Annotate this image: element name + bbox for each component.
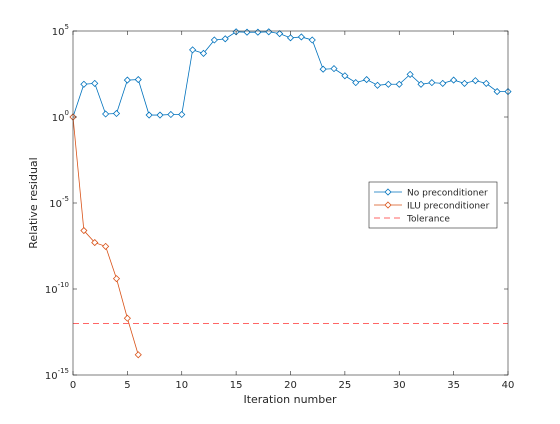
no-preconditioner-point [439, 79, 447, 87]
no-preconditioner-point [112, 109, 121, 118]
no-preconditioner-point [156, 111, 164, 119]
ilu-preconditioner-point [112, 275, 121, 283]
no-preconditioner-point [134, 76, 142, 84]
no-preconditioner-point [373, 81, 382, 89]
no-preconditioner-point [482, 79, 490, 87]
no-preconditioner-point [493, 88, 501, 96]
no-preconditioner-point [210, 36, 218, 44]
x-tick-label: 5 [124, 380, 130, 391]
no-preconditioner-point [286, 34, 295, 42]
no-preconditioner-point [471, 77, 479, 85]
no-preconditioner-point [352, 79, 360, 87]
legend-marker-no-preconditioner [384, 188, 392, 196]
no-preconditioner-point [406, 70, 414, 78]
no-preconditioner-point [417, 80, 425, 88]
legend-label-tolerance: Tolerance [406, 215, 450, 225]
no-preconditioner-point [363, 76, 371, 84]
no-preconditioner-point [450, 76, 458, 84]
no-preconditioner-point [91, 79, 99, 87]
y-tick-label: 10-5 [49, 195, 69, 210]
x-tick-label: 10 [175, 380, 188, 391]
legend-label-ilu-preconditioner: ILU preconditioner [407, 202, 490, 212]
x-axis-label: Iteration number [243, 393, 337, 406]
no-preconditioner-point [178, 110, 186, 119]
no-preconditioner-point [428, 79, 436, 87]
y-tick-label: 10-15 [45, 367, 69, 382]
x-tick-label: 40 [502, 380, 515, 391]
no-preconditioner-point [123, 76, 131, 84]
x-tick-label: 0 [70, 380, 76, 391]
ilu-preconditioner-point [80, 226, 88, 235]
no-preconditioner-point [395, 80, 403, 88]
ilu-preconditioner-point [134, 351, 142, 359]
ilu-preconditioner-point [91, 239, 99, 247]
no-preconditioner-point [199, 49, 208, 57]
no-preconditioner-point [221, 35, 229, 43]
ilu-preconditioner-point [102, 242, 110, 250]
legend-label-no-preconditioner: No preconditioner [407, 189, 488, 199]
x-tick-label: 20 [284, 380, 297, 391]
no-preconditioner-point [167, 110, 175, 119]
no-preconditioner-point [308, 36, 316, 44]
x-tick-label: 25 [339, 380, 352, 391]
y-tick-label: 100 [52, 109, 69, 124]
no-preconditioner-point [460, 79, 469, 87]
no-preconditioner-point [297, 33, 305, 41]
x-tick-label: 30 [393, 380, 406, 391]
y-tick-label: 10-10 [45, 281, 69, 296]
no-preconditioner-point [276, 30, 284, 38]
no-preconditioner-point [330, 65, 338, 73]
x-tick-label: 35 [447, 380, 460, 391]
legend: No preconditioner ILU preconditioner Toler… [368, 181, 498, 229]
y-axis-label: Relative residual [27, 157, 40, 248]
legend-marker-ilu-preconditioner [384, 201, 392, 209]
no-preconditioner-point [319, 65, 327, 73]
no-preconditioner-point [102, 110, 110, 118]
x-tick-label: 15 [230, 380, 243, 391]
no-preconditioner-point [189, 46, 197, 54]
no-preconditioner-point [384, 80, 392, 88]
ilu-preconditioner-point [123, 314, 131, 322]
no-preconditioner-point [341, 72, 349, 80]
y-tick-label: 105 [52, 23, 69, 38]
no-preconditioner-point [145, 111, 153, 119]
no-preconditioner-point [80, 80, 88, 88]
